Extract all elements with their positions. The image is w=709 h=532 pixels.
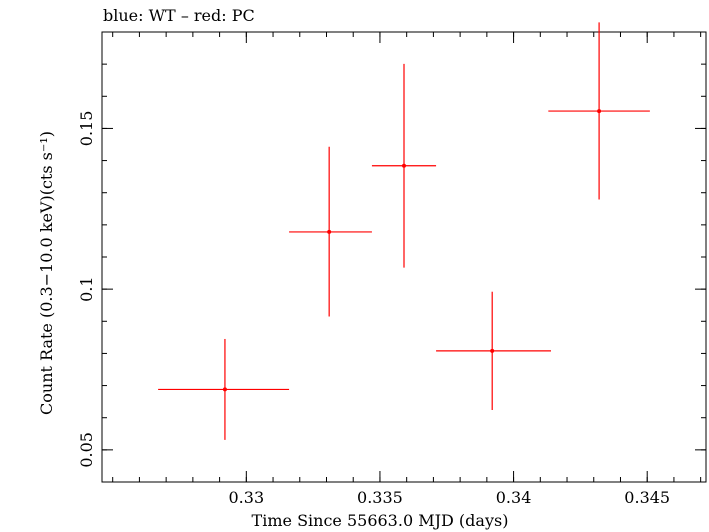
- x-tick-label: 0.34: [496, 488, 532, 507]
- data-point: [327, 229, 332, 234]
- y-tick-label: 0.05: [77, 432, 96, 468]
- x-tick-label: 0.335: [357, 488, 403, 507]
- axes-layer: 0.33 0.335 0.34 0.345 0.05 0.1 0.15: [77, 31, 706, 507]
- x-tick-label: 0.345: [624, 488, 670, 507]
- data-point: [490, 348, 495, 353]
- data-point: [597, 109, 602, 114]
- data-point: [222, 387, 227, 392]
- y-tick-label: 0.15: [77, 111, 96, 147]
- data-layer: [158, 22, 650, 440]
- y-tick-label: 0.1: [77, 276, 96, 301]
- x-tick-label: 0.33: [229, 488, 265, 507]
- y-axis-label: Count Rate (0.3−10.0 keV)(cts s⁻¹): [37, 131, 56, 415]
- data-point: [402, 163, 406, 168]
- chart-title: blue: WT – red: PC: [103, 6, 255, 25]
- x-axis-label: Time Since 55663.0 MJD (days): [252, 511, 509, 530]
